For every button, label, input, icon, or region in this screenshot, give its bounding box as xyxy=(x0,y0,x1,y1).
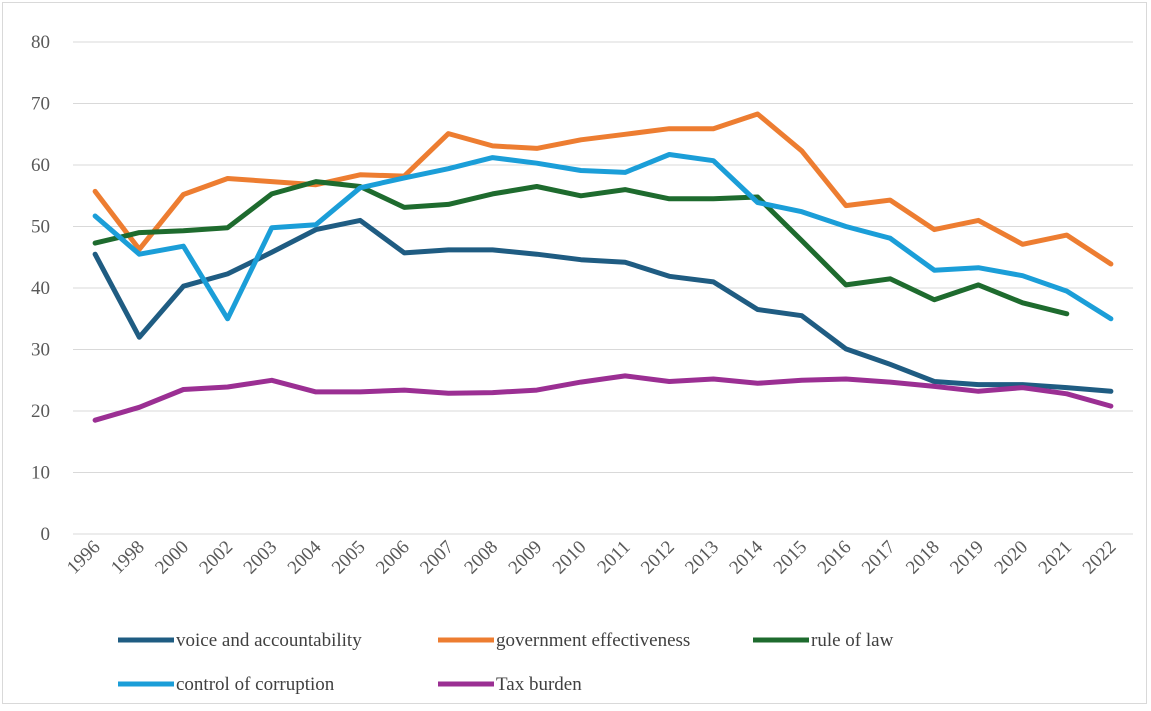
y-tick-label: 10 xyxy=(31,463,50,484)
x-tick-label: 2009 xyxy=(505,537,547,579)
x-tick-label: 2003 xyxy=(240,537,282,579)
y-tick-label: 70 xyxy=(31,94,50,115)
x-tick-label: 2004 xyxy=(284,536,326,578)
x-tick-label: 2014 xyxy=(725,536,767,578)
y-axis-ticks: 0 10 20 30 40 50 60 70 80 xyxy=(31,32,50,545)
legend-label: rule of law xyxy=(811,630,894,651)
series-lines xyxy=(95,114,1111,420)
series-line-voice-and-accountability xyxy=(95,220,1111,391)
legend-item: rule of law xyxy=(753,630,894,651)
x-tick-label: 2002 xyxy=(195,537,237,579)
y-tick-label: 40 xyxy=(31,278,50,299)
legend-label: Tax burden xyxy=(496,674,582,695)
x-tick-label: 2010 xyxy=(549,537,591,579)
x-tick-label: 2019 xyxy=(946,537,988,579)
x-tick-label: 2016 xyxy=(814,537,856,579)
y-tick-label: 0 xyxy=(41,524,51,545)
legend-label: control of corruption xyxy=(176,674,335,695)
x-tick-label: 2007 xyxy=(416,537,458,579)
x-tick-label: 2022 xyxy=(1079,537,1121,579)
legend-item: government effectiveness xyxy=(438,630,690,651)
x-tick-label: 2017 xyxy=(858,537,900,579)
legend-item: voice and accountability xyxy=(118,630,362,651)
series-line-government-effectiveness xyxy=(95,114,1111,264)
x-tick-label: 1998 xyxy=(107,537,149,579)
y-tick-label: 60 xyxy=(31,155,50,176)
x-tick-label: 2006 xyxy=(372,537,414,579)
x-tick-label: 2013 xyxy=(681,537,723,579)
x-tick-label: 2015 xyxy=(770,537,812,579)
x-tick-label: 2000 xyxy=(151,537,193,579)
legend-label: voice and accountability xyxy=(176,630,362,651)
x-tick-label: 2008 xyxy=(460,537,502,579)
legend: voice and accountability government effec… xyxy=(118,630,894,695)
x-tick-label: 2012 xyxy=(637,537,679,579)
x-tick-label: 2020 xyxy=(990,537,1032,579)
legend-item: Tax burden xyxy=(438,674,582,695)
x-tick-label: 2011 xyxy=(593,537,634,578)
y-tick-label: 20 xyxy=(31,401,50,422)
x-tick-label: 1996 xyxy=(63,537,105,579)
x-tick-label: 2005 xyxy=(328,537,370,579)
y-tick-label: 50 xyxy=(31,217,50,238)
legend-label: government effectiveness xyxy=(496,630,690,651)
x-tick-label: 2021 xyxy=(1035,537,1077,579)
y-tick-label: 30 xyxy=(31,340,50,361)
y-tick-label: 80 xyxy=(31,32,50,53)
legend-item: control of corruption xyxy=(118,674,335,695)
x-tick-label: 2018 xyxy=(902,537,944,579)
x-axis-ticks: 1996 1998 2000 2002 2003 2004 2005 2006 2007 2008… xyxy=(63,536,1121,578)
